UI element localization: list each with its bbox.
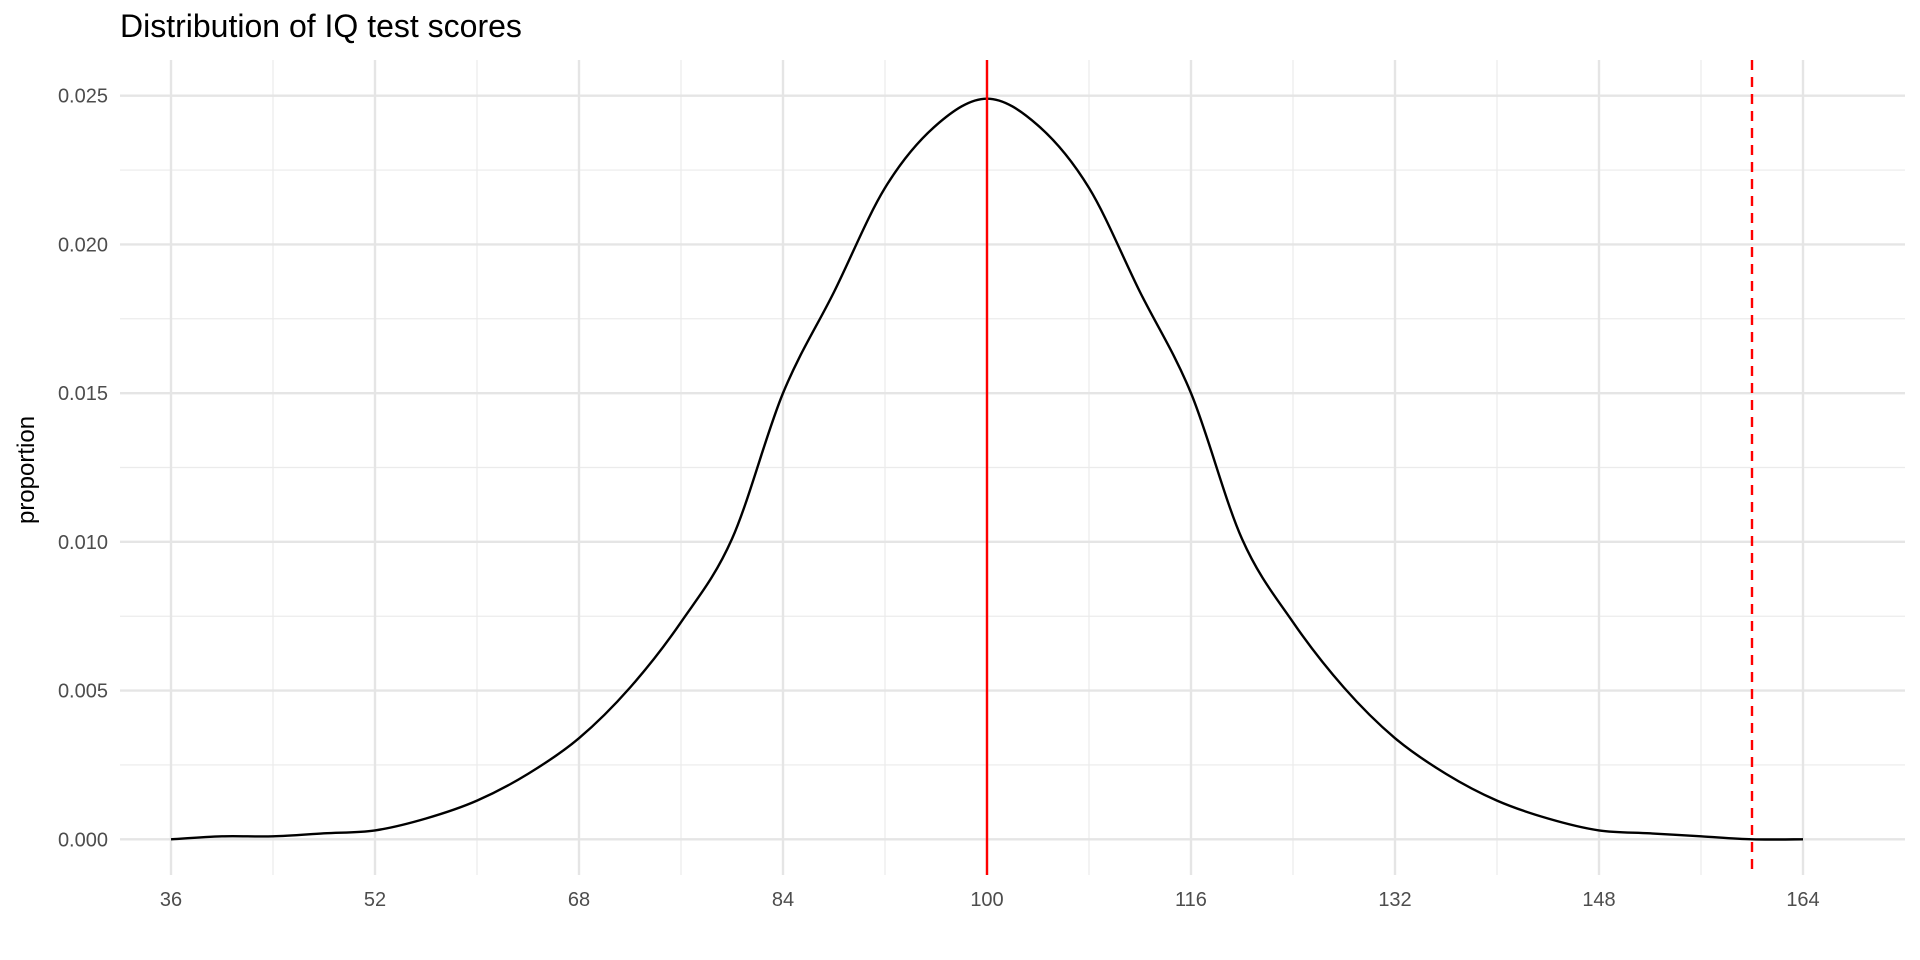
x-tick-label: 84 (772, 889, 794, 911)
reference-lines (985, 60, 1754, 875)
x-tick-label: 132 (1378, 889, 1411, 911)
chart-title: Distribution of IQ test scores (120, 8, 522, 44)
y-tick-label: 0.015 (58, 383, 108, 405)
y-tick-label: 0.005 (58, 681, 108, 703)
x-tick-label: 100 (970, 889, 1003, 911)
x-tick-label: 68 (568, 889, 590, 911)
x-tick-label: 148 (1582, 889, 1615, 911)
y-axis-tick-labels: 0.000 0.005 0.010 0.015 0.020 0.025 (58, 86, 108, 852)
y-tick-label: 0.000 (58, 829, 108, 851)
x-tick-label: 116 (1175, 889, 1207, 911)
x-tick-label: 164 (1786, 889, 1819, 911)
y-tick-label: 0.025 (58, 86, 108, 108)
x-axis-tick-labels: 36 52 68 84 100 116 132 148 164 (160, 889, 1820, 911)
y-tick-label: 0.010 (58, 532, 108, 554)
minor-gridlines (120, 60, 1905, 875)
x-tick-label: 36 (160, 889, 182, 911)
x-tick-label: 52 (364, 889, 386, 911)
y-axis-title: proportion (13, 416, 40, 524)
y-tick-label: 0.020 (58, 234, 108, 256)
